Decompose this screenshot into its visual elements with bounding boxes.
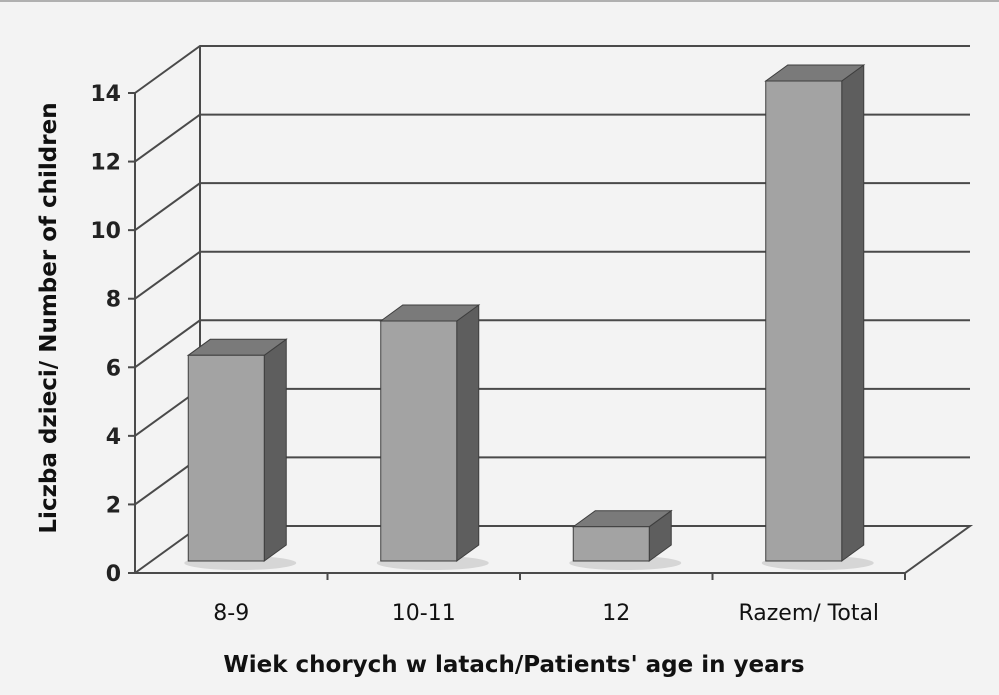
y-tick-label: 8 <box>106 288 121 313</box>
y-axis-title: Liczba dzieci/ Number of children <box>36 102 62 533</box>
x-category-label: 8-9 <box>213 601 249 626</box>
x-category-labels: 8-9 10-11 12 Razem/ Total <box>213 601 879 626</box>
x-category-label: 10-11 <box>392 601 456 626</box>
x-category-label: 12 <box>602 601 630 626</box>
bar <box>761 64 874 570</box>
y-tick-label: 2 <box>106 493 121 518</box>
bar-side <box>456 304 480 562</box>
bar <box>376 304 489 570</box>
bar-front <box>380 320 458 562</box>
y-tick-label: 4 <box>106 425 121 450</box>
y-tick-label: 14 <box>90 82 121 107</box>
axes <box>128 46 906 580</box>
y-tick-label: 0 <box>106 562 121 587</box>
x-axis-title: Wiek chorych w latach/Patients' age in y… <box>223 652 804 678</box>
y-tick-label: 6 <box>106 356 121 381</box>
y-tick-labels: 0 2 4 6 8 10 12 14 <box>90 82 121 587</box>
y-tick-label: 12 <box>90 151 121 176</box>
bar-side <box>263 338 287 562</box>
x-category-label: Razem/ Total <box>738 601 879 626</box>
bars <box>184 64 874 570</box>
bar-front <box>572 526 650 562</box>
bar-front <box>187 354 265 562</box>
bar-front <box>765 80 843 562</box>
y-tick-label: 10 <box>90 219 121 244</box>
bar <box>569 509 682 570</box>
bar <box>184 338 297 570</box>
bar-side <box>841 64 865 562</box>
